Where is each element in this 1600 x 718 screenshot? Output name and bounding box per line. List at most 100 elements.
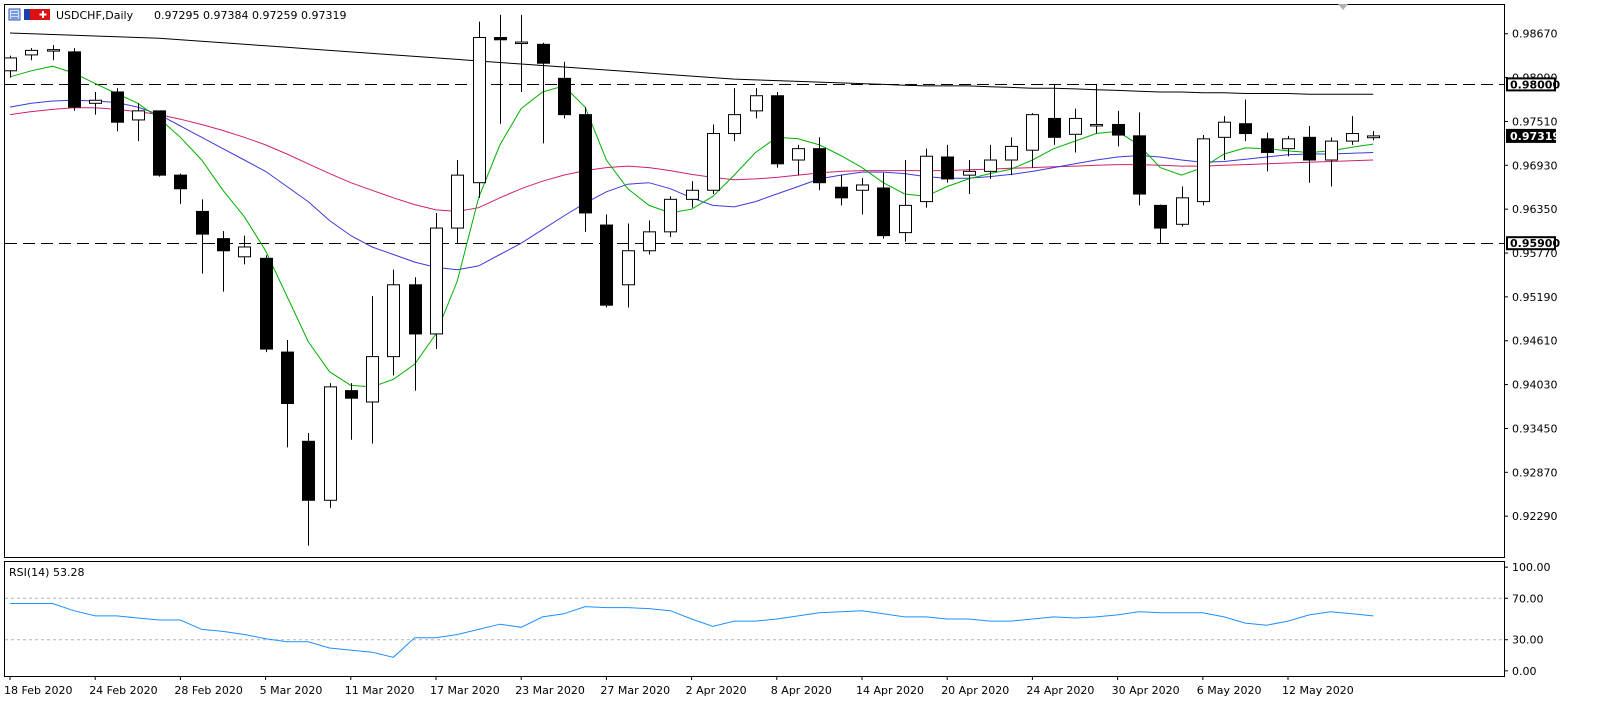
candle [963, 160, 976, 195]
candle [1303, 125, 1316, 183]
candle [324, 383, 337, 508]
candle-body-bull [89, 99, 102, 104]
candle [1261, 132, 1274, 172]
candle-body-bear [771, 95, 784, 165]
candle-body-bull [451, 174, 464, 229]
rsi-tick-label: 100.00 [1512, 561, 1551, 574]
candle-body-bull [750, 95, 763, 112]
candle-body-bear [558, 77, 571, 116]
candle [409, 277, 422, 391]
time-tick-label: 28 Feb 2020 [174, 684, 242, 697]
candle [217, 231, 230, 292]
candle-body-bull [1176, 197, 1189, 225]
candle-body-bear [217, 238, 230, 252]
candle [1239, 99, 1252, 142]
candle [196, 199, 209, 274]
time-tick-label: 6 May 2020 [1197, 684, 1262, 697]
chart-title: USDCHF,Daily [56, 9, 134, 22]
level-price-badge-inner [1508, 79, 1554, 90]
chart-window-icon[interactable] [8, 8, 21, 21]
candle-body-bull [1005, 145, 1018, 161]
candle [387, 269, 400, 376]
candle [537, 42, 550, 144]
candle [132, 103, 145, 142]
candle [1048, 84, 1061, 145]
candle [1005, 137, 1018, 176]
time-tick-label: 11 Mar 2020 [345, 684, 415, 697]
level-price-label: 0.98000 [1510, 78, 1560, 91]
candle [792, 144, 805, 176]
candle-body-bull [792, 148, 805, 161]
candle-body-bull [366, 356, 379, 403]
candle-body-bull [1197, 138, 1210, 203]
candle [174, 173, 187, 204]
candle-body-bull [1090, 123, 1103, 127]
candle-body-bear [409, 284, 422, 335]
candle [1154, 204, 1167, 244]
candle [920, 148, 933, 208]
candle-body-bull [856, 184, 869, 191]
price-tick-label: 0.94030 [1512, 379, 1558, 392]
time-tick-label: 20 Apr 2020 [941, 684, 1009, 697]
candle [89, 91, 102, 115]
time-tick-label: 24 Apr 2020 [1026, 684, 1094, 697]
candle-body-bear [174, 174, 187, 190]
candle-body-bear [345, 390, 358, 399]
candle [1197, 135, 1210, 206]
candle-body-bear [260, 257, 273, 350]
level-price-label: 0.95900 [1510, 237, 1560, 250]
candle [47, 45, 60, 61]
candle [345, 383, 358, 440]
candle-body-bull [1367, 135, 1380, 139]
candle [238, 235, 251, 265]
time-tick-label: 8 Apr 2020 [771, 684, 832, 697]
price-tick-label: 0.94610 [1512, 335, 1558, 348]
candle [686, 181, 699, 208]
candle-body-bull [686, 189, 699, 200]
price-tick-label: 0.95770 [1512, 247, 1558, 260]
time-tick-label: 27 Mar 2020 [600, 684, 670, 697]
candle [451, 160, 464, 244]
candle [1112, 110, 1125, 147]
rsi-panel[interactable] [4, 561, 1505, 677]
candle [1218, 116, 1231, 161]
candle [153, 110, 166, 177]
candle [1133, 112, 1146, 206]
candle [984, 144, 997, 179]
candle-body-bull [47, 49, 60, 52]
candle-body-bear [579, 114, 592, 214]
candle-body-bear [813, 148, 826, 184]
candle [856, 178, 869, 215]
candle [558, 61, 571, 119]
price-axis: 0.986700.980900.975100.969300.963500.957… [1504, 28, 1560, 523]
candle-body-bull [25, 49, 38, 56]
time-tick-label: 14 Apr 2020 [856, 684, 924, 697]
horizontal-levels [5, 84, 1504, 244]
candle-body-bull [899, 204, 912, 234]
price-tick-label: 0.96350 [1512, 203, 1558, 216]
rsi-label: RSI(14) 53.28 [9, 566, 84, 579]
candle-body-bear [1239, 123, 1252, 135]
candle-body-bull [132, 110, 145, 121]
candle-body-bull [728, 114, 741, 135]
candle [707, 124, 720, 195]
candle-body-bull [963, 170, 976, 176]
candle-body-bear [302, 440, 315, 501]
candle [430, 212, 443, 350]
rsi-line [10, 603, 1374, 658]
candle [813, 137, 826, 191]
candle [1346, 116, 1359, 145]
candle [25, 48, 38, 61]
candlesticks [4, 14, 1380, 546]
candle-body-bear [153, 110, 166, 176]
rsi-tick-label: 70.00 [1512, 592, 1544, 605]
candle-body-bull [4, 57, 17, 72]
chart-shift-marker[interactable] [1338, 4, 1348, 10]
candle [111, 88, 124, 132]
candle-body-bull [1218, 121, 1231, 138]
candle-body-bull [622, 250, 635, 286]
candle-body-bull [984, 159, 997, 172]
main-price-panel[interactable] [4, 4, 1505, 558]
candle [600, 214, 613, 308]
